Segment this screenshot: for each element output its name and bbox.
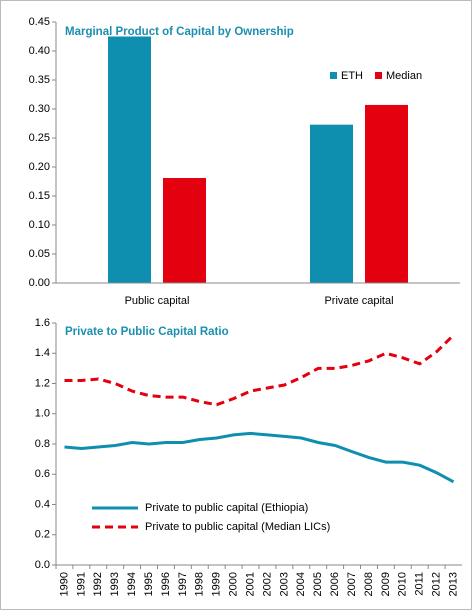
y-tick-label: 1.2 [35, 377, 50, 389]
chart-title: Marginal Product of Capital by Ownership [65, 26, 294, 38]
legend-label: Median [386, 70, 422, 82]
x-tick-label: 2012 [431, 572, 443, 596]
line-series [64, 431, 455, 484]
y-tick-label: 0.40 [29, 45, 50, 57]
x-tick-label: 1993 [109, 572, 121, 596]
x-tick-label: 2005 [312, 572, 324, 596]
x-tick-label: 1996 [160, 572, 172, 596]
y-tick-label: 0.35 [29, 74, 50, 86]
x-tick-label: 2002 [261, 572, 273, 596]
y-tick-label: 0.20 [29, 161, 50, 173]
bar [310, 124, 353, 283]
y-tick-label: 0.10 [29, 219, 50, 231]
legend-swatch [375, 72, 382, 79]
y-tick-label: 0.6 [35, 468, 50, 480]
x-tick-label: 2010 [397, 572, 409, 596]
x-tick-label: 2006 [329, 572, 341, 596]
x-tick-label: 2007 [346, 572, 358, 596]
x-tick-label: 2009 [380, 572, 392, 596]
x-tick-label: Public capital [125, 295, 190, 307]
x-tick-label: 1994 [126, 572, 138, 596]
y-tick-label: 0.30 [29, 103, 50, 115]
x-tick-label: 1995 [143, 572, 155, 596]
legend-label: ETH [341, 70, 363, 82]
x-tick-label: 1990 [58, 572, 70, 596]
x-tick-label: Private capital [324, 295, 393, 307]
legend-label: Private to public capital (Median LICs) [145, 521, 330, 533]
y-tick-label: 1.6 [35, 317, 50, 329]
line-series [64, 334, 455, 407]
x-tick-label: 2004 [295, 572, 307, 596]
x-tick-label: 2000 [228, 572, 240, 596]
y-tick-label: 0.05 [29, 248, 50, 260]
y-tick-label: 0.15 [29, 190, 50, 202]
y-tick-label: 0.0 [35, 559, 50, 571]
y-tick-label: 0.2 [35, 529, 50, 541]
x-tick-label: 1998 [194, 572, 206, 596]
x-tick-label: 2011 [414, 572, 426, 596]
y-tick-label: 0.25 [29, 132, 50, 144]
x-tick-label: 1997 [177, 572, 189, 596]
y-tick-label: 0.45 [29, 16, 50, 28]
y-tick-label: 0.8 [35, 438, 50, 450]
x-tick-label: 2013 [447, 572, 459, 596]
y-tick-label: 1.0 [35, 408, 50, 420]
x-tick-label: 2008 [363, 572, 375, 596]
y-tick-label: 0.00 [29, 277, 50, 289]
legend-swatch [330, 72, 337, 79]
x-tick-label: 1999 [211, 572, 223, 596]
x-tick-label: 1991 [75, 572, 87, 596]
bar [108, 36, 151, 283]
x-tick-label: 2003 [278, 572, 290, 596]
legend-label: Private to public capital (Ethiopia) [145, 502, 308, 514]
x-tick-label: 1992 [92, 572, 104, 596]
chart-title: Private to Public Capital Ratio [65, 326, 229, 338]
x-tick-label: 2001 [244, 572, 256, 596]
bar [365, 104, 408, 283]
y-tick-label: 1.4 [35, 347, 50, 359]
y-tick-label: 0.4 [35, 498, 50, 510]
bar [163, 178, 206, 283]
